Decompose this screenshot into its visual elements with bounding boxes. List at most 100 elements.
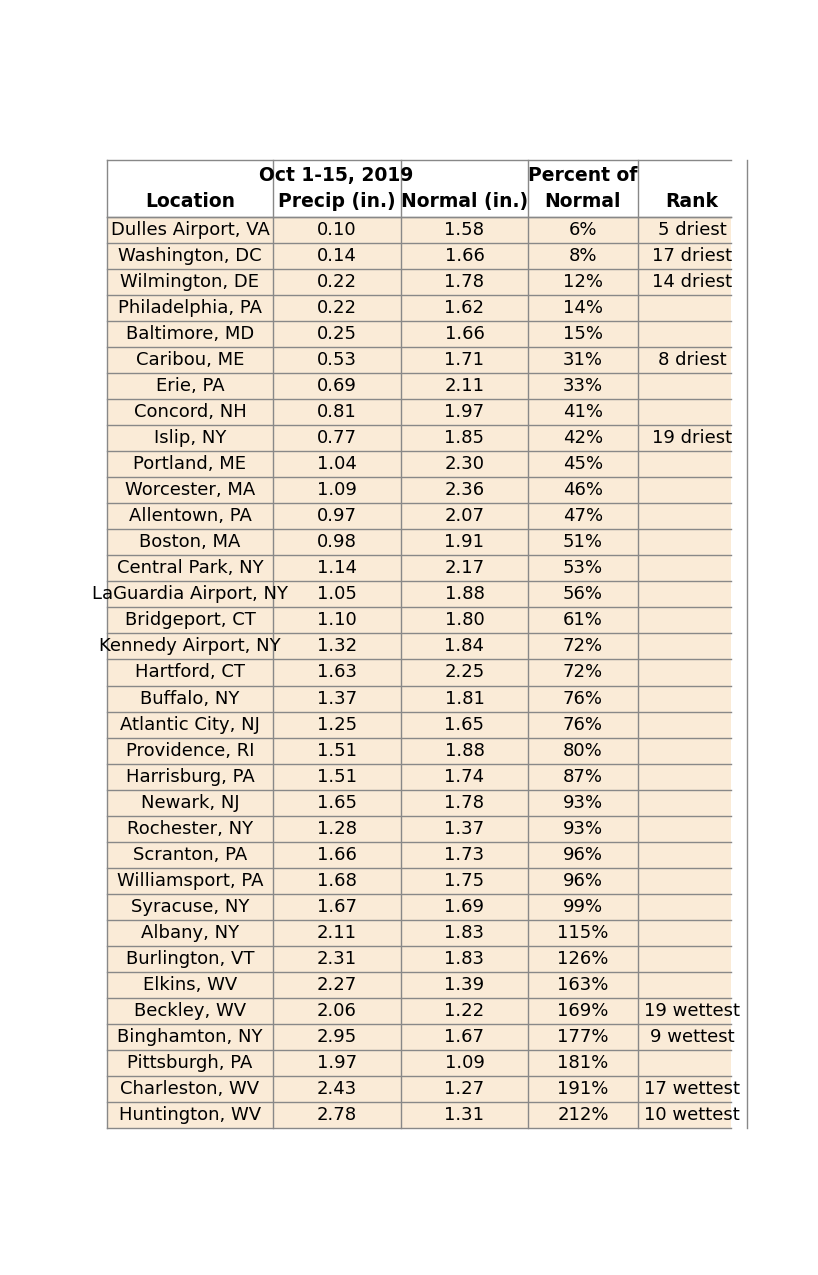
Bar xyxy=(107,581,731,607)
Text: Atlantic City, NJ: Atlantic City, NJ xyxy=(120,715,260,733)
Text: Charleston, WV: Charleston, WV xyxy=(120,1080,259,1098)
Text: 2.30: 2.30 xyxy=(444,455,484,473)
Bar xyxy=(107,556,731,581)
Text: 76%: 76% xyxy=(563,690,603,708)
Text: Providence, RI: Providence, RI xyxy=(126,742,254,760)
Bar xyxy=(107,816,731,842)
Text: Normal (in.): Normal (in.) xyxy=(401,191,528,210)
Text: 1.78: 1.78 xyxy=(444,273,484,291)
Bar xyxy=(107,1102,731,1128)
Bar xyxy=(107,269,731,296)
Text: 1.09: 1.09 xyxy=(444,1054,484,1072)
Text: 0.10: 0.10 xyxy=(317,221,357,240)
Text: 8 driest: 8 driest xyxy=(658,351,726,370)
Text: 2.06: 2.06 xyxy=(317,1002,357,1020)
Text: 96%: 96% xyxy=(563,845,603,863)
Text: 1.14: 1.14 xyxy=(317,560,357,578)
Text: 0.22: 0.22 xyxy=(317,300,357,317)
Text: 19 driest: 19 driest xyxy=(652,430,732,448)
Text: 5 driest: 5 driest xyxy=(658,221,726,240)
Text: 1.63: 1.63 xyxy=(317,663,357,682)
Text: 1.65: 1.65 xyxy=(444,715,484,733)
Text: 15%: 15% xyxy=(563,325,603,343)
Text: 181%: 181% xyxy=(557,1054,609,1072)
Bar xyxy=(107,894,731,919)
Text: Newark, NJ: Newark, NJ xyxy=(141,793,240,812)
Bar xyxy=(107,217,731,244)
Text: 1.67: 1.67 xyxy=(317,898,357,915)
Text: Philadelphia, PA: Philadelphia, PA xyxy=(118,300,262,317)
Text: Concord, NH: Concord, NH xyxy=(133,403,246,421)
Text: Williamsport, PA: Williamsport, PA xyxy=(117,872,263,890)
Text: 14 driest: 14 driest xyxy=(652,273,732,291)
Text: 1.09: 1.09 xyxy=(317,482,357,500)
Text: 2.27: 2.27 xyxy=(317,975,357,993)
Text: 1.62: 1.62 xyxy=(444,300,484,317)
Text: 80%: 80% xyxy=(563,742,603,760)
Text: 212%: 212% xyxy=(557,1105,609,1123)
Text: 2.17: 2.17 xyxy=(444,560,484,578)
Text: 1.66: 1.66 xyxy=(444,325,484,343)
Bar xyxy=(107,998,731,1024)
Text: Harrisburg, PA: Harrisburg, PA xyxy=(126,768,254,785)
Text: Bridgeport, CT: Bridgeport, CT xyxy=(124,612,255,630)
Text: Normal: Normal xyxy=(545,191,621,210)
Text: 47%: 47% xyxy=(563,507,603,525)
Text: 12%: 12% xyxy=(563,273,603,291)
Text: 1.28: 1.28 xyxy=(317,820,357,838)
Bar xyxy=(107,607,731,634)
Text: Rochester, NY: Rochester, NY xyxy=(127,820,253,838)
Text: 1.88: 1.88 xyxy=(444,742,484,760)
Text: 1.73: 1.73 xyxy=(444,845,484,863)
Bar xyxy=(107,659,731,686)
Text: 51%: 51% xyxy=(563,533,603,551)
Text: Precip (in.): Precip (in.) xyxy=(278,191,395,210)
Text: 2.11: 2.11 xyxy=(444,377,484,395)
Text: Worcester, MA: Worcester, MA xyxy=(125,482,255,500)
Bar xyxy=(107,529,731,556)
Text: 2.07: 2.07 xyxy=(444,507,484,525)
Text: Caribou, ME: Caribou, ME xyxy=(136,351,244,370)
Text: 9 wettest: 9 wettest xyxy=(649,1028,735,1046)
Text: Albany, NY: Albany, NY xyxy=(141,923,239,942)
Text: 17 wettest: 17 wettest xyxy=(644,1080,740,1098)
Text: 0.69: 0.69 xyxy=(317,377,357,395)
Text: Islip, NY: Islip, NY xyxy=(154,430,226,448)
Text: 1.39: 1.39 xyxy=(444,975,484,993)
Text: Central Park, NY: Central Park, NY xyxy=(117,560,263,578)
Bar xyxy=(107,686,731,711)
Text: Allentown, PA: Allentown, PA xyxy=(128,507,251,525)
Text: Wilmington, DE: Wilmington, DE xyxy=(120,273,259,291)
Text: 1.37: 1.37 xyxy=(317,690,357,708)
Text: 1.78: 1.78 xyxy=(444,793,484,812)
Bar xyxy=(107,1024,731,1049)
Bar xyxy=(107,504,731,529)
Text: 0.25: 0.25 xyxy=(317,325,357,343)
Text: 1.10: 1.10 xyxy=(317,612,357,630)
Bar xyxy=(107,374,731,399)
Text: Huntington, WV: Huntington, WV xyxy=(119,1105,261,1123)
Bar xyxy=(107,946,731,972)
Text: 99%: 99% xyxy=(563,898,603,915)
Bar xyxy=(107,919,731,946)
Text: 1.31: 1.31 xyxy=(444,1105,484,1123)
Text: Baltimore, MD: Baltimore, MD xyxy=(126,325,254,343)
Text: 0.98: 0.98 xyxy=(317,533,357,551)
Text: 1.67: 1.67 xyxy=(444,1028,484,1046)
Bar xyxy=(107,347,731,374)
Text: 45%: 45% xyxy=(563,455,603,473)
Text: 1.74: 1.74 xyxy=(444,768,484,785)
Text: LaGuardia Airport, NY: LaGuardia Airport, NY xyxy=(92,585,288,603)
Text: 0.77: 0.77 xyxy=(317,430,357,448)
Text: 1.04: 1.04 xyxy=(317,455,357,473)
Text: 56%: 56% xyxy=(563,585,603,603)
Text: Elkins, WV: Elkins, WV xyxy=(143,975,237,993)
Bar xyxy=(107,711,731,737)
Text: 1.83: 1.83 xyxy=(444,950,484,968)
Text: 191%: 191% xyxy=(557,1080,609,1098)
Text: 126%: 126% xyxy=(557,950,609,968)
Text: Percent of: Percent of xyxy=(528,167,638,185)
Text: 1.22: 1.22 xyxy=(444,1002,484,1020)
Text: 2.36: 2.36 xyxy=(444,482,484,500)
Text: 87%: 87% xyxy=(563,768,603,785)
